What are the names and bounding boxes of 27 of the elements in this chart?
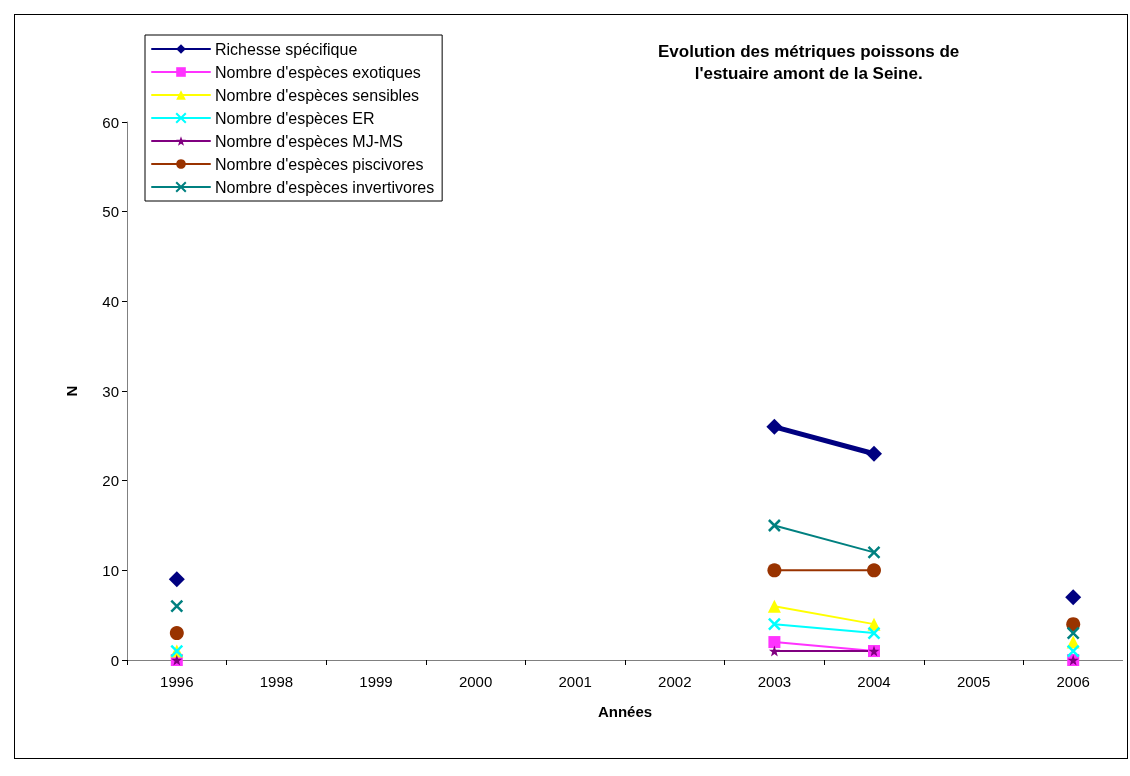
y-tick-label: 30 <box>102 382 119 400</box>
y-tick-label: 20 <box>102 472 119 490</box>
x-tick-label: 2000 <box>458 673 493 690</box>
y-axis-title: N <box>63 385 80 397</box>
x-tick-label: 2003 <box>757 673 792 690</box>
x-tick-label: 2001 <box>558 673 592 690</box>
y-tick-label: 0 <box>110 651 119 669</box>
legend-label: Nombre d'espèces invertivores <box>215 178 435 196</box>
x-tick-label: 2002 <box>658 673 692 690</box>
x-tick-label: 2004 <box>857 673 891 690</box>
x-tick-label: 1996 <box>160 673 194 690</box>
x-tick-label: 1998 <box>259 673 294 690</box>
legend-label: Nombre d'espèces sensibles <box>215 86 420 104</box>
legend-label: Nombre d'espèces ER <box>215 109 375 127</box>
y-tick-label: 10 <box>102 561 119 579</box>
y-tick-label: 40 <box>102 292 119 310</box>
chart-title: Evolution des métriques poissons de l'estuaire amont de la Seine. <box>657 41 960 83</box>
legend-label: Nombre d'espèces MJ-MS <box>215 132 403 150</box>
legend-label: Nombre d'espèces piscivores <box>215 155 424 173</box>
x-tick-label: 1999 <box>359 673 393 690</box>
y-tick-label: 60 <box>102 113 119 131</box>
x-axis-title: Années <box>597 703 653 720</box>
legend-label: Nombre d'espèces exotiques <box>215 63 421 81</box>
x-tick-label: 2005 <box>956 673 991 690</box>
legend-label: Richesse spécifique <box>215 40 358 58</box>
y-tick-label: 50 <box>102 203 119 221</box>
x-tick-label: 2006 <box>1056 673 1090 690</box>
